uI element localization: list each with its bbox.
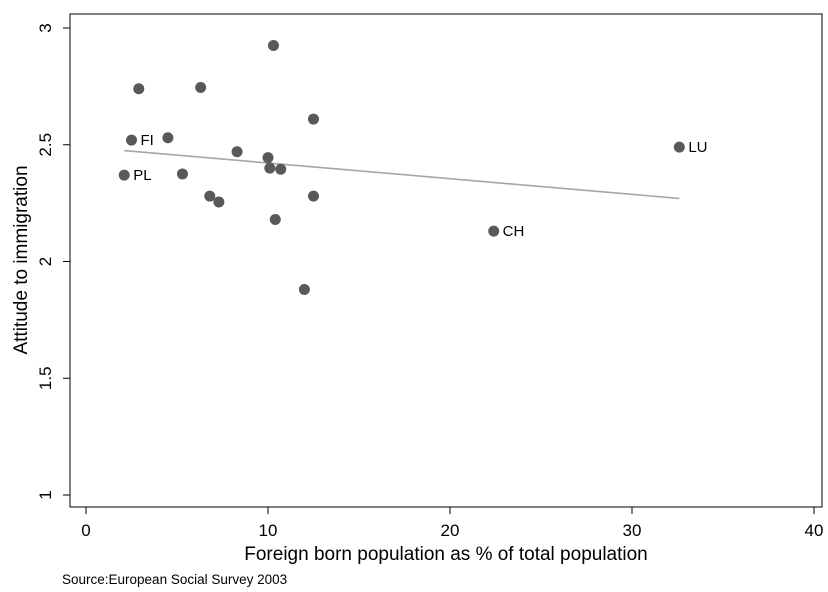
data-point: [262, 152, 274, 164]
x-tick-label: 0: [81, 521, 90, 540]
y-tick-label: 1: [36, 490, 55, 499]
y-tick-label: 3: [36, 23, 55, 32]
y-tick-label: 1.5: [36, 366, 55, 390]
point-label: PL: [133, 167, 151, 184]
y-axis-title: Attitude to immigration: [11, 165, 32, 354]
plot-area: [69, 13, 823, 508]
data-point: [204, 190, 216, 202]
y-tick-label: 2: [36, 257, 55, 266]
data-point: [264, 162, 276, 174]
y-tick-label: 2.5: [36, 133, 55, 157]
data-point: [298, 284, 310, 296]
data-point: [673, 141, 685, 153]
data-point: [488, 225, 500, 237]
x-tick-label: 20: [441, 521, 460, 540]
data-point: [308, 113, 319, 125]
source-note: Source:European Social Survey 2003: [62, 572, 287, 587]
data-point: [195, 82, 207, 94]
data-point: [213, 196, 225, 208]
data-point: [267, 40, 279, 52]
x-tick-label: 30: [623, 521, 642, 540]
x-tick-label: 10: [259, 521, 278, 540]
fit-line-layer: [124, 149, 680, 200]
point-label: FI: [141, 132, 154, 149]
data-point: [231, 146, 243, 158]
data-point: [269, 213, 281, 225]
data-point: [118, 169, 130, 181]
data-point: [126, 134, 137, 146]
data-points-layer: [118, 40, 685, 296]
point-label: CH: [503, 223, 525, 240]
fit-line: [124, 149, 680, 200]
data-point: [176, 168, 188, 180]
data-point: [162, 132, 174, 144]
point-label: LU: [688, 139, 707, 156]
data-point: [275, 163, 287, 175]
x-axis: 0 10 20 30 40: [81, 507, 823, 540]
data-point: [133, 83, 145, 95]
x-tick-label: 40: [805, 521, 824, 540]
point-labels-layer: PL FI CH LU: [133, 132, 707, 240]
data-point: [308, 190, 319, 202]
x-axis-title: Foreign born population as % of total po…: [244, 544, 648, 565]
y-axis: 1 1.5 2 2.5 3: [36, 23, 70, 500]
